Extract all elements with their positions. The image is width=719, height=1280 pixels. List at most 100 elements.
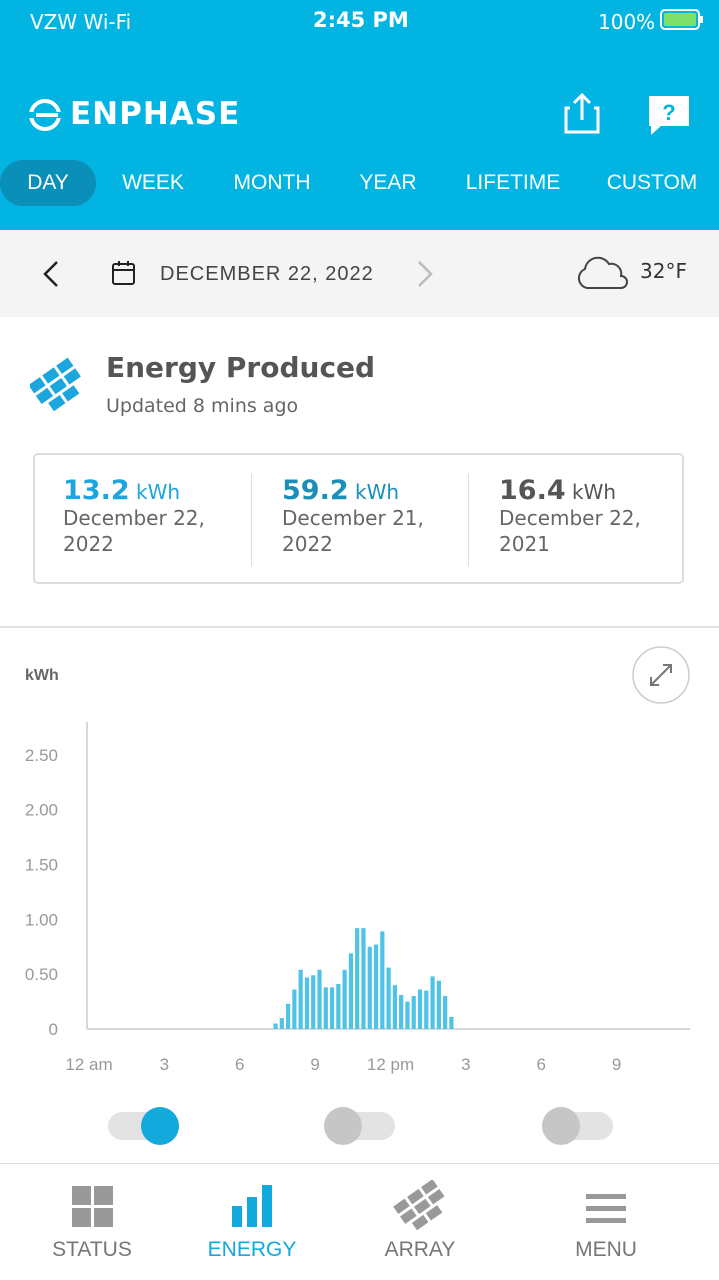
bar (286, 1003, 291, 1029)
bar (430, 976, 435, 1029)
chart: kWh 0 0.50 1.00 1.50 2.00 2.50 12 am 3 6 9 12 pm 3 6… (25, 646, 690, 1074)
stat-line: 16.4 kWh (499, 475, 669, 506)
y-tick-label: 0.50 (25, 965, 58, 984)
stat: 59.2 kWh December 21, 2022 (282, 475, 452, 557)
battery-icon (660, 9, 703, 30)
bar (329, 987, 335, 1029)
x-tick-label: 6 (537, 1055, 546, 1074)
tab[interactable]: YEAR (359, 171, 417, 194)
array-icon (30, 357, 81, 412)
bar (298, 969, 303, 1029)
y-tick-label: 1.00 (25, 910, 58, 929)
stat-date: December 21, 2022 (282, 506, 424, 556)
bar (424, 990, 429, 1029)
nav-item[interactable]: ENERGY (207, 1238, 297, 1261)
bar (317, 969, 322, 1029)
bar (361, 928, 366, 1029)
bar (279, 1018, 284, 1029)
stat: 16.4 kWh December 22, 2021 (499, 475, 669, 557)
y-tick-label: 0 (49, 1020, 58, 1039)
x-tick-label: 6 (235, 1055, 244, 1074)
card-subtitle: Updated 8 mins ago (106, 395, 299, 417)
toggle-knob (141, 1107, 179, 1145)
tab[interactable]: CUSTOM (606, 171, 698, 194)
stat-unit: kWh (354, 480, 400, 504)
divider (0, 626, 719, 628)
stat-value: 16.4 (499, 475, 566, 506)
x-tick-label: 3 (160, 1055, 169, 1074)
date: DECEMBER 22, 2022 (160, 263, 374, 285)
bar (411, 996, 416, 1029)
tab[interactable]: DAY (27, 171, 69, 194)
logo-icon (28, 99, 62, 131)
y-tick-label: 2.50 (25, 746, 58, 765)
share-button[interactable] (562, 92, 602, 134)
stat-unit: kWh (135, 480, 181, 504)
tab[interactable]: LIFETIME (465, 171, 561, 194)
divider (251, 474, 252, 566)
toggles (108, 1107, 613, 1145)
bar (386, 967, 391, 1029)
weather-icon (577, 256, 628, 289)
help-button[interactable]: ? (647, 94, 691, 136)
nav-item[interactable]: MENU (575, 1238, 637, 1261)
nav-item[interactable]: STATUS (52, 1238, 132, 1261)
y-tick-label: 2.00 (25, 801, 58, 820)
divider (0, 1163, 719, 1164)
bar (292, 989, 297, 1029)
bar (323, 987, 328, 1029)
stat: 13.2 kWh December 22, 2022 (63, 475, 233, 557)
bar (342, 969, 347, 1029)
calendar-icon (112, 261, 135, 285)
toggle-knob (324, 1107, 362, 1145)
y-tick-label: 1.50 (25, 856, 58, 875)
x-tick-label: 12 pm (367, 1055, 414, 1074)
bar (392, 985, 397, 1029)
bar (405, 1001, 410, 1029)
date-bar: DECEMBER 22, 2022 32°F (0, 230, 719, 317)
bar (273, 1023, 278, 1029)
x-tick-label: 3 (461, 1055, 470, 1074)
toggle-knob (542, 1107, 580, 1145)
bar (399, 995, 404, 1029)
carrier: VZW Wi-Fi (30, 10, 132, 34)
app-header: VZW Wi-Fi 2:45 PM 100% ENPHASE ? DAY WEEK… (0, 0, 719, 230)
stat-value: 13.2 (63, 475, 130, 506)
nav-icons (72, 1180, 626, 1231)
bar (336, 984, 341, 1029)
bar (311, 975, 316, 1029)
nav-item[interactable]: ARRAY (384, 1238, 456, 1261)
bar (449, 1016, 454, 1029)
prev-button[interactable] (40, 260, 64, 288)
divider (468, 474, 469, 566)
bar (355, 928, 360, 1029)
bar (367, 946, 372, 1029)
tab[interactable]: MONTH (233, 171, 311, 194)
bar (348, 953, 354, 1029)
card-title: Energy Produced (106, 351, 376, 384)
bar (373, 944, 379, 1029)
tab[interactable]: WEEK (122, 171, 184, 194)
stat-date: December 22, 2022 (63, 506, 205, 556)
x-tick-label: 9 (310, 1055, 319, 1074)
svg-text:?: ? (662, 100, 675, 125)
stats-box (33, 453, 684, 584)
bar (443, 996, 448, 1029)
stat-line: 59.2 kWh (282, 475, 452, 506)
y-axis-label: kWh (25, 667, 59, 684)
clock: 2:45 PM (313, 8, 409, 32)
active-tab-pill (0, 160, 96, 206)
stat-value: 59.2 (282, 475, 349, 506)
stat-date: December 22, 2021 (499, 506, 641, 556)
x-tick-label: 9 (612, 1055, 621, 1074)
next-button[interactable] (412, 260, 436, 288)
bar (380, 931, 385, 1029)
expand-icon (650, 664, 672, 686)
temperature: 32°F (640, 259, 687, 283)
battery: 100% (598, 10, 656, 34)
x-tick-label: 12 am (65, 1055, 112, 1074)
brand: ENPHASE (70, 96, 241, 132)
stat-line: 13.2 kWh (63, 475, 233, 506)
